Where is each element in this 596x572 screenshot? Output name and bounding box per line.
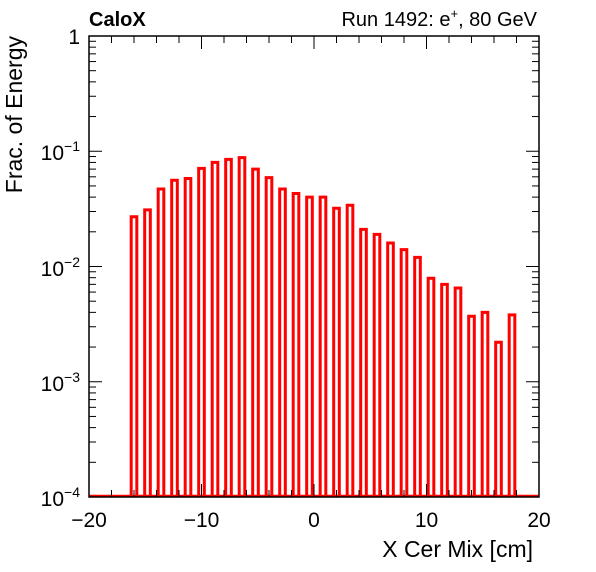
x-tick-label: 20: [527, 509, 550, 532]
y-tick-label: 1: [68, 26, 80, 49]
histogram-bar: [156, 187, 166, 496]
experiment-label: CaloX: [89, 9, 146, 31]
x-axis-title: X Cer Mix [cm]: [382, 536, 533, 562]
histogram-bar: [467, 314, 476, 496]
histogram-bar: [345, 203, 355, 496]
histogram-bars: [89, 156, 539, 498]
histogram-bar: [372, 232, 382, 496]
histogram-bar: [210, 160, 220, 496]
axis-ticks: [88, 35, 540, 498]
histogram-bar: [197, 166, 206, 496]
histogram-bar: [413, 255, 422, 496]
histogram-bar: [399, 248, 409, 496]
histogram-bar: [480, 310, 490, 496]
histogram-bar: [305, 195, 314, 496]
y-tick-label: 10−4: [41, 484, 81, 511]
histogram-bar: [494, 340, 503, 496]
histogram-bar: [453, 286, 463, 496]
histogram-bar: [359, 227, 368, 496]
histogram-bar: [129, 215, 139, 496]
histogram-bar: [278, 187, 287, 496]
x-tick-label: 0: [308, 509, 320, 532]
histogram-bar: [332, 206, 341, 496]
histogram-bar: [264, 176, 274, 496]
y-tick-label: 10−1: [41, 138, 81, 165]
y-tick-label: 10−2: [41, 254, 81, 281]
y-tick-label: 10−3: [41, 369, 81, 396]
histogram-bar: [170, 178, 179, 496]
run-info-label: Run 1492: e+, 80 GeV: [341, 6, 537, 31]
histogram-bar: [183, 177, 193, 496]
histogram-bar: [318, 195, 328, 496]
histogram-bar: [251, 167, 260, 496]
histogram-bar: [224, 157, 233, 496]
x-tick-label: −10: [184, 509, 220, 532]
x-tick-label: −20: [71, 509, 107, 532]
histogram-bar: [426, 276, 436, 496]
x-tick-label: 10: [415, 509, 438, 532]
histogram-bar: [440, 282, 449, 496]
histogram-bar: [291, 191, 301, 496]
histogram-bar: [386, 241, 395, 496]
y-axis-title: Frac. of Energy: [1, 36, 27, 194]
histogram-bar: [237, 156, 247, 496]
histogram-bar: [507, 313, 517, 496]
histogram-bar: [143, 208, 152, 496]
